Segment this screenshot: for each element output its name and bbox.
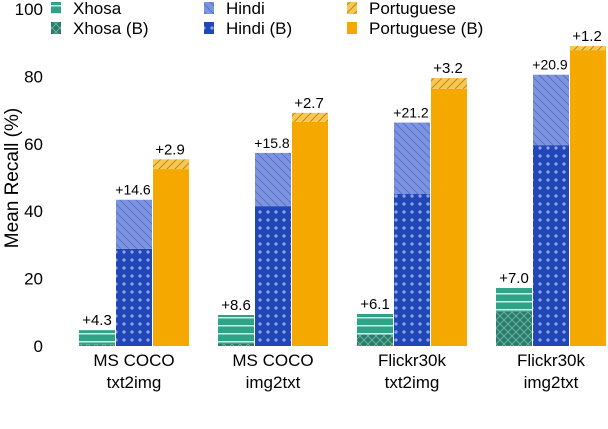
gain-label: +15.8: [254, 135, 290, 151]
x-tick-label: img2txt: [246, 373, 301, 392]
bar-gain-portuguese: [153, 159, 189, 170]
legend-label-xhosa-base: Xhosa (B): [73, 19, 149, 38]
gain-label: +6.1: [360, 296, 390, 313]
legend-label-portuguese-base: Portuguese (B): [369, 19, 483, 38]
bar-gain-portuguese: [431, 78, 467, 89]
x-tick-label: Flickr30k: [517, 351, 586, 370]
y-tick-label: 100: [15, 0, 43, 19]
bar-base-portuguese: [292, 121, 328, 347]
bar-base-hindi: [116, 248, 152, 346]
y-axis-label: Mean Recall (%): [2, 108, 23, 248]
gain-label: +4.3: [82, 312, 112, 329]
y-axis: 0 20 40 60 80 100: [15, 0, 43, 356]
gain-label: +14.6: [115, 182, 151, 198]
bars: +4.3 +14.6 +2.9 MS COCO txt2img +8.6 +15.8 +2.7…: [79, 28, 606, 392]
legend-label-portuguese: Portuguese: [369, 0, 456, 18]
legend-label-xhosa: Xhosa: [73, 0, 122, 18]
bar-base-xhosa: [357, 334, 393, 346]
y-tick-label: 40: [24, 202, 43, 221]
bar-base-xhosa: [496, 311, 532, 346]
gain-label: +2.7: [294, 95, 324, 112]
bar-gain-xhosa: [79, 330, 115, 345]
x-tick-label: Flickr30k: [378, 351, 447, 370]
bar-gain-hindi: [394, 122, 430, 195]
gain-label: +3.2: [433, 60, 463, 77]
legend-swatch-xhosa-base: [51, 22, 61, 34]
legend-swatch-hindi: [204, 2, 214, 14]
bar-base-hindi: [394, 194, 430, 346]
x-tick-label: txt2img: [107, 373, 162, 392]
bar-base-xhosa: [218, 343, 254, 346]
legend-swatch-portuguese: [347, 2, 357, 14]
legend-swatch-portuguese-base: [347, 22, 357, 34]
gain-label: +7.0: [499, 270, 529, 287]
gain-label: +20.9: [532, 57, 568, 73]
legend-swatch-xhosa: [51, 2, 61, 14]
legend-swatch-hindi-base: [204, 22, 214, 34]
gain-label: +2.9: [155, 141, 185, 158]
bar-base-hindi: [255, 206, 291, 346]
bar-gain-xhosa: [496, 288, 532, 312]
y-tick-label: 0: [34, 337, 43, 356]
bar-gain-xhosa: [357, 313, 393, 335]
x-tick-label: MS COCO: [93, 351, 174, 370]
bar-gain-xhosa: [218, 314, 254, 344]
x-tick-label: MS COCO: [232, 351, 313, 370]
x-tick-label: txt2img: [385, 373, 440, 392]
gain-label: +8.6: [221, 297, 251, 314]
bar-base-portuguese: [153, 169, 189, 346]
y-tick-label: 80: [24, 67, 43, 86]
bar-gain-hindi: [116, 199, 152, 249]
bar-base-portuguese: [570, 50, 606, 346]
bar-base-hindi: [533, 145, 569, 346]
legend: Xhosa Hindi Portuguese Xhosa (B) Hindi (B) Po…: [51, 0, 483, 38]
bar-gain-hindi: [255, 152, 291, 207]
y-tick-label: 20: [24, 270, 43, 289]
legend-label-hindi: Hindi: [226, 0, 265, 18]
bar-gain-hindi: [533, 74, 569, 146]
gain-label: +1.2: [572, 28, 602, 45]
bar-gain-portuguese: [292, 112, 328, 122]
bar-base-portuguese: [431, 88, 467, 346]
y-tick-label: 60: [24, 135, 43, 154]
bar-gain-portuguese: [570, 46, 606, 51]
x-tick-label: img2txt: [524, 373, 579, 392]
gain-label: +21.2: [393, 105, 429, 121]
bar-base-xhosa: [79, 344, 115, 346]
legend-label-hindi-base: Hindi (B): [226, 19, 292, 38]
